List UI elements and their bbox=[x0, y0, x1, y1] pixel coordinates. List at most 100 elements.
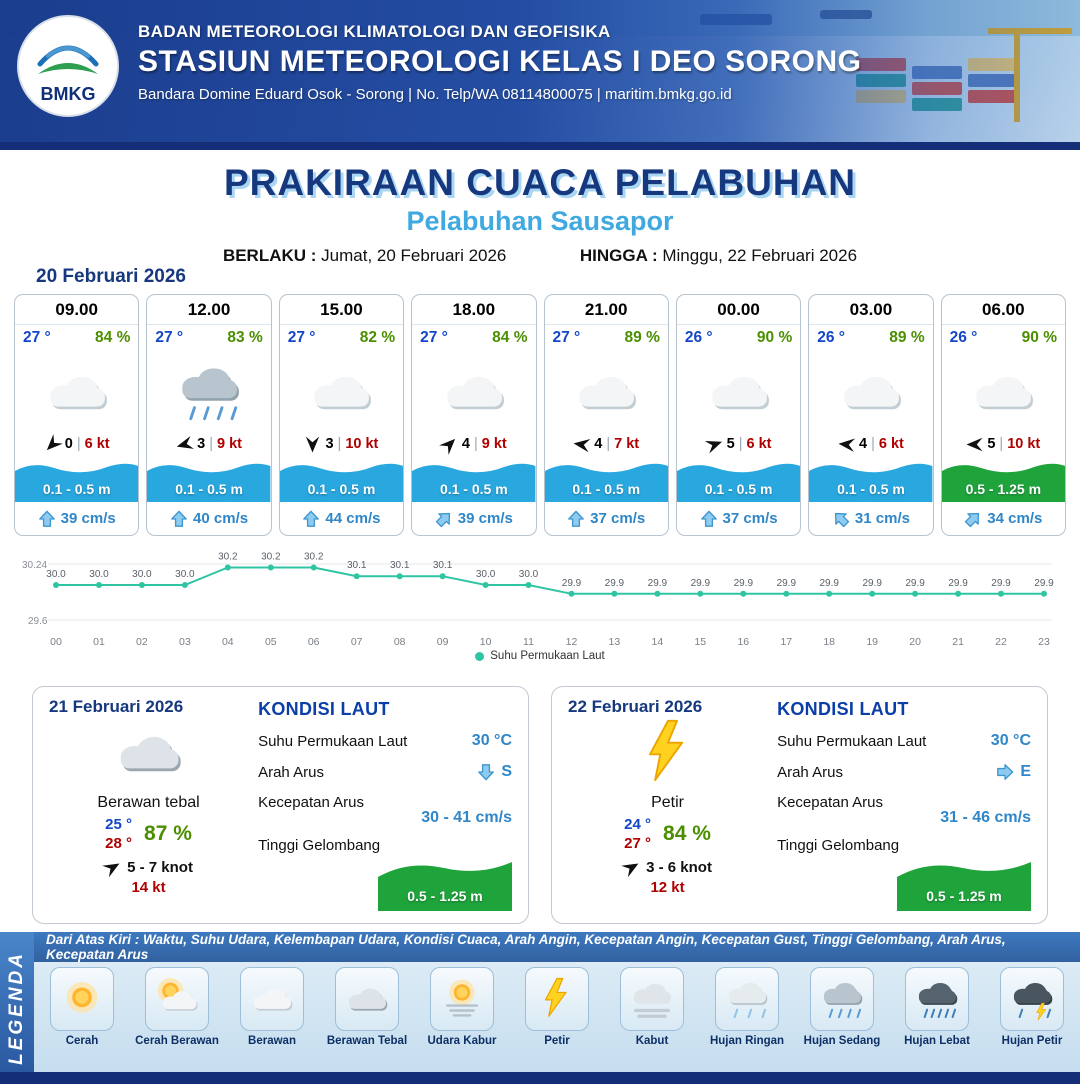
wind-speed: 6 kt bbox=[84, 436, 110, 452]
day-forecast-card: 21 Februari 2026 Berawan tebal 25 ° 28 °… bbox=[32, 686, 529, 924]
current-direction-icon bbox=[302, 510, 320, 528]
legend-item-label: Hujan Ringan bbox=[709, 1035, 785, 1047]
forecast-time: 12.00 bbox=[147, 295, 271, 325]
sea-conditions-title: KONDISI LAUT bbox=[777, 699, 909, 719]
rain-lightning-icon bbox=[1000, 967, 1064, 1031]
forecast-time: 00.00 bbox=[676, 295, 801, 325]
wave-label: Tinggi Gelombang bbox=[258, 837, 381, 854]
wave-height: 0.1 - 0.5 m bbox=[307, 481, 376, 497]
current-speed: 37 cm/s bbox=[722, 510, 778, 527]
valid-from-label: BERLAKU : bbox=[222, 246, 317, 265]
current-speed: 39 cm/s bbox=[60, 510, 116, 527]
separator: | bbox=[738, 436, 743, 452]
svg-text:30.2: 30.2 bbox=[218, 552, 238, 563]
sun-cloud-icon bbox=[145, 967, 209, 1031]
temp-max: 28 ° bbox=[105, 835, 133, 852]
wave-height-band: 0.1 - 0.5 m bbox=[809, 456, 933, 502]
svg-text:17: 17 bbox=[780, 636, 792, 648]
sea-conditions: KONDISI LAUT Suhu Permukaan Laut 30 °C A… bbox=[248, 697, 512, 913]
forecast-card: 06.00 26 ° 90 % 5 | 10 kt 0.5 - 1.25 m 3… bbox=[940, 294, 1066, 536]
svg-text:05: 05 bbox=[265, 636, 277, 648]
svg-text:12: 12 bbox=[566, 636, 578, 648]
current-direction-icon bbox=[477, 763, 495, 781]
svg-text:30.0: 30.0 bbox=[175, 569, 195, 580]
wind-gust: 3 bbox=[197, 436, 206, 452]
wind-speed: 10 kt bbox=[1007, 436, 1041, 452]
wave-height: 0.1 - 0.5 m bbox=[704, 481, 773, 497]
separator: | bbox=[473, 436, 478, 452]
sst-label: Suhu Permukaan Laut bbox=[777, 732, 927, 750]
current-speed: 34 cm/s bbox=[987, 510, 1043, 527]
temp-min: 25 ° bbox=[105, 816, 133, 833]
sst-value: 30 °C bbox=[990, 732, 1031, 749]
legend-item: Cerah bbox=[35, 967, 129, 1048]
current-direction-icon bbox=[700, 510, 718, 528]
valid-from-value: Jumat, 20 Februari 2026 bbox=[321, 246, 507, 265]
svg-text:29.9: 29.9 bbox=[905, 578, 925, 589]
sea-row: Tinggi Gelombang bbox=[258, 837, 512, 854]
title-block: PRAKIRAAN CUACA PELABUHAN Pelabuhan Saus… bbox=[0, 150, 1080, 266]
air-temperature: 26 ° bbox=[817, 329, 845, 346]
air-temperature: 26 ° bbox=[949, 329, 978, 346]
wind-speed: 9 kt bbox=[216, 436, 242, 452]
air-temperature: 27 ° bbox=[287, 329, 316, 346]
wind-row: 5 | 10 kt bbox=[942, 436, 1065, 456]
wave-height: 0.1 - 0.5 m bbox=[439, 481, 508, 497]
temp-humidity-row: 27 ° 84 % bbox=[15, 325, 138, 347]
current-row: 37 cm/s bbox=[677, 502, 800, 535]
wind-row: 4 | 9 kt bbox=[412, 436, 535, 456]
legend-item: Hujan Lebat bbox=[890, 967, 984, 1048]
svg-text:11: 11 bbox=[523, 636, 534, 648]
weather-icon bbox=[147, 347, 270, 436]
svg-text:30.2: 30.2 bbox=[304, 552, 324, 563]
forecast-card: 18.00 27 ° 84 % 4 | 9 kt 0.1 - 0.5 m 39 … bbox=[411, 294, 537, 536]
svg-text:03: 03 bbox=[179, 636, 191, 648]
weather-icon bbox=[104, 717, 194, 794]
svg-text:23: 23 bbox=[1038, 636, 1050, 648]
temp-humidity-row: 27 ° 83 % bbox=[147, 325, 270, 347]
sst-chart-section: 30.24 29.6 30.0 30.0 30.0 30.0 30.2 30.2 30.2 30.… bbox=[0, 540, 1080, 674]
day-summary: 21 Februari 2026 Berawan tebal 25 ° 28 °… bbox=[49, 697, 248, 913]
sea-row: Suhu Permukaan Laut 30 °C bbox=[258, 732, 512, 750]
svg-text:30.1: 30.1 bbox=[347, 560, 367, 571]
humidity: 89 % bbox=[624, 329, 660, 346]
temp-humidity-row: 26 ° 90 % bbox=[942, 325, 1065, 347]
wave-height-band: 0.1 - 0.5 m bbox=[279, 456, 404, 502]
svg-text:30.0: 30.0 bbox=[132, 569, 152, 580]
rain-medium-icon bbox=[810, 967, 874, 1031]
svg-text:29.6: 29.6 bbox=[28, 616, 48, 627]
forecast-time: 09.00 bbox=[15, 295, 139, 325]
svg-text:29.9: 29.9 bbox=[605, 578, 625, 589]
humidity: 83 % bbox=[227, 329, 263, 346]
wind-direction-icon bbox=[620, 857, 642, 878]
condition-label: Berawan tebal bbox=[97, 794, 200, 811]
legend-item: Petir bbox=[510, 967, 604, 1048]
day-cards: 21 Februari 2026 Berawan tebal 25 ° 28 °… bbox=[0, 674, 1080, 932]
legend-item-label: Berawan bbox=[248, 1035, 296, 1047]
wind-gust: 4 bbox=[859, 436, 868, 452]
svg-text:30.1: 30.1 bbox=[390, 560, 410, 571]
svg-text:30.2: 30.2 bbox=[261, 552, 281, 563]
current-row: 37 cm/s bbox=[545, 502, 668, 535]
wind-speed: 9 kt bbox=[481, 436, 507, 452]
legend-section: LEGENDA Dari Atas Kiri : Waktu, Suhu Uda… bbox=[0, 932, 1080, 1084]
svg-text:29.9: 29.9 bbox=[1034, 578, 1054, 589]
svg-text:20: 20 bbox=[909, 636, 921, 648]
forecast-card: 00.00 26 ° 90 % 5 | 6 kt 0.1 - 0.5 m 37 … bbox=[675, 294, 802, 536]
legend-bottom-strip bbox=[0, 1072, 1080, 1084]
wind-direction-icon bbox=[966, 437, 983, 452]
wind-gust: 4 bbox=[461, 436, 470, 452]
sea-row: Kecepatan Arus bbox=[258, 794, 512, 811]
wave-height: 0.1 - 0.5 m bbox=[175, 481, 243, 497]
svg-text:30.0: 30.0 bbox=[519, 569, 539, 580]
svg-text:29.9: 29.9 bbox=[734, 578, 754, 589]
wave-height: 0.1 - 0.5 m bbox=[572, 481, 641, 497]
forecast-date: 20 Februari 2026 bbox=[36, 266, 186, 287]
legend-item-label: Petir bbox=[544, 1035, 570, 1047]
wind-speed: 7 kt bbox=[614, 436, 640, 452]
legend-item-label: Berawan Tebal bbox=[326, 1035, 408, 1047]
legend-item-label: Hujan Petir bbox=[1001, 1035, 1063, 1047]
current-speed: 40 cm/s bbox=[193, 510, 249, 527]
wind-row: 5 - 7 knot bbox=[102, 859, 193, 878]
wind-row: 4 | 6 kt bbox=[809, 436, 932, 456]
